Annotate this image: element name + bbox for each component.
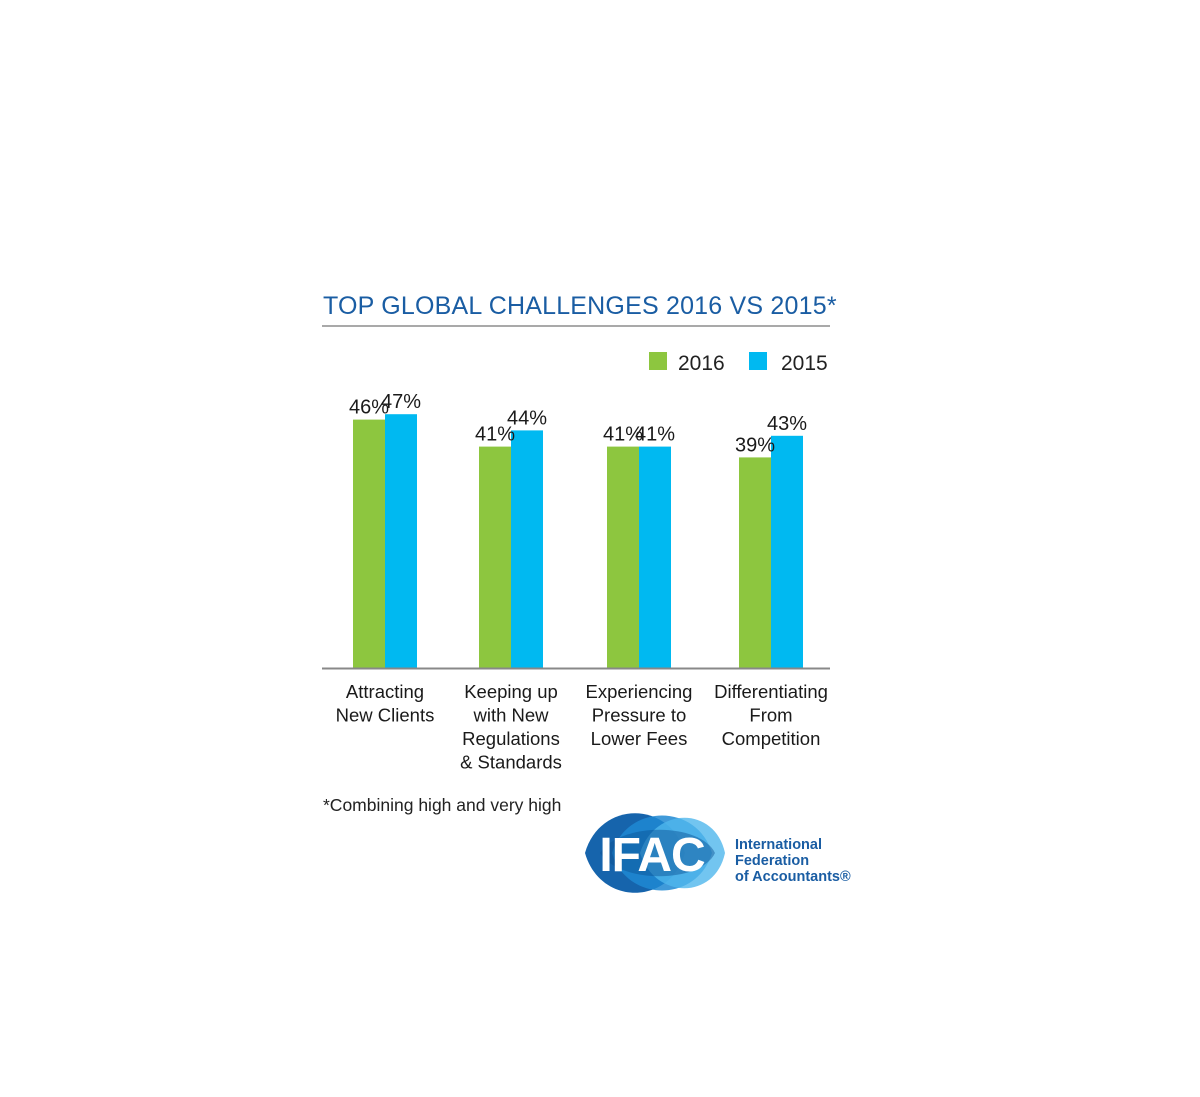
category-label-2-line-3: Regulations <box>462 728 560 749</box>
bar-2015-2 <box>511 430 543 668</box>
legend: 2016 2015 <box>649 352 828 375</box>
footnote: *Combining high and very high <box>323 795 561 815</box>
logo-shape-right <box>640 817 725 889</box>
value-label-2016-3: 41% <box>603 424 643 446</box>
category-label-3-line-3: Lower Fees <box>591 728 688 749</box>
bar-2016-4 <box>739 457 771 668</box>
value-label-2015-1: 47% <box>381 391 421 413</box>
logo-acronym: IFAC <box>599 829 705 882</box>
category-label-3-line-2: Pressure to <box>592 705 687 726</box>
bar-2016-3 <box>607 446 639 668</box>
category-label-4-line-3: Competition <box>722 728 821 749</box>
ifac-logo: IFAC International Federation of Account… <box>585 813 851 893</box>
bar-2015-1 <box>385 414 417 668</box>
value-label-2015-3: 41% <box>635 424 675 446</box>
bars-group <box>353 414 803 668</box>
value-label-2016-1: 46% <box>349 397 389 419</box>
logo-org-line-3: of Accountants® <box>735 869 851 885</box>
legend-swatch-2015 <box>749 352 767 370</box>
logo-org-line-1: International <box>735 837 822 853</box>
category-label-1-line-2: New Clients <box>336 705 435 726</box>
category-label-1-line-1: Attracting <box>346 681 424 702</box>
value-label-2016-4: 39% <box>735 434 775 456</box>
chart-title: TOP GLOBAL CHALLENGES 2016 VS 2015* <box>323 292 837 320</box>
logo-org-line-2: Federation <box>735 853 809 869</box>
value-label-2016-2: 41% <box>475 424 515 446</box>
bar-2016-2 <box>479 446 511 668</box>
legend-label-2016: 2016 <box>678 352 725 375</box>
category-labels-group: Attracting New Clients Keeping up with NewR… <box>336 681 828 773</box>
category-label-4-line-1: Differentiating <box>714 681 828 702</box>
value-labels-group: 46%47%41%44%41%41% 39%43% <box>349 391 807 456</box>
category-label-2-line-4: & Standards <box>460 752 562 773</box>
bar-2015-4 <box>771 435 803 668</box>
value-label-2015-4: 43% <box>767 413 807 435</box>
category-label-3-line-1: Experiencing <box>586 681 693 702</box>
bar-2016-1 <box>353 419 385 668</box>
value-label-2015-2: 44% <box>507 407 547 429</box>
logo-shape-core <box>600 829 715 877</box>
category-label-2-line-2: with New <box>472 705 549 726</box>
legend-label-2015: 2015 <box>781 352 828 375</box>
category-label-2-line-1: Keeping up <box>464 681 558 702</box>
legend-swatch-2016 <box>649 352 667 370</box>
category-label-4-line-2: From <box>749 705 792 726</box>
bar-2015-3 <box>639 446 671 668</box>
